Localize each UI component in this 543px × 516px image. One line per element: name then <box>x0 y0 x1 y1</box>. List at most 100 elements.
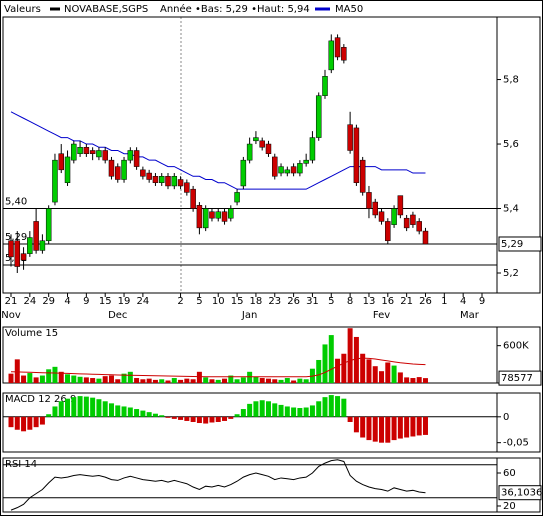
bar <box>316 359 322 383</box>
candle-body <box>8 240 14 258</box>
bar <box>83 396 89 417</box>
candle-body <box>39 240 46 251</box>
x-tick-label: 9 <box>83 296 89 307</box>
bar <box>372 366 378 383</box>
x-tick-label: 8 <box>347 296 353 307</box>
bar <box>240 409 246 417</box>
bar <box>228 416 234 419</box>
month-label: Jan <box>241 310 257 321</box>
bar <box>27 373 33 383</box>
bar <box>222 416 228 421</box>
bar <box>209 379 215 383</box>
candle-body <box>234 192 240 203</box>
bar <box>379 416 385 443</box>
candle-body <box>378 211 385 222</box>
bar <box>71 375 77 383</box>
month-label: Fev <box>373 310 390 321</box>
bar <box>52 406 58 417</box>
bar <box>184 416 190 421</box>
bar <box>328 395 334 417</box>
bar <box>360 416 366 438</box>
bar <box>404 416 410 438</box>
candle-body <box>127 150 134 161</box>
candle-body <box>366 192 372 209</box>
bar <box>108 403 114 417</box>
bar <box>341 398 347 417</box>
bar <box>115 405 121 417</box>
bar <box>52 366 58 383</box>
bar <box>253 376 259 383</box>
x-tick-label: 26 <box>287 296 300 307</box>
bar <box>8 416 14 428</box>
candle-body <box>422 230 429 245</box>
x-tick-label: 26 <box>419 296 432 307</box>
bar <box>397 372 403 383</box>
y-tick-label: 20 <box>503 501 516 512</box>
bar <box>291 380 297 383</box>
bar <box>196 371 202 383</box>
bar <box>353 336 359 383</box>
candle-body <box>158 176 165 183</box>
legend-subtitle: Année •Bas: 5,29 •Haut: 5,94 <box>160 3 310 15</box>
candle-body <box>202 208 209 229</box>
bar <box>190 416 196 422</box>
bar <box>259 378 265 383</box>
bar <box>108 375 114 383</box>
x-tick-label: 18 <box>250 296 263 307</box>
bar <box>209 416 215 423</box>
bar <box>39 416 45 425</box>
candle-body <box>209 211 215 219</box>
candle-body <box>165 176 171 187</box>
x-tick-label: 31 <box>306 296 319 307</box>
bar <box>234 379 240 383</box>
candle-body <box>115 166 121 180</box>
bar <box>121 373 127 383</box>
bar <box>366 416 372 441</box>
bar <box>397 416 403 439</box>
bar <box>90 378 96 383</box>
bar <box>234 414 240 417</box>
candle-body <box>403 217 410 229</box>
x-tick-label: 24 <box>23 296 36 307</box>
bar <box>58 401 64 417</box>
candle-body <box>334 37 341 58</box>
panel-frame <box>2 457 541 513</box>
candle-body <box>215 211 221 219</box>
bar <box>322 344 328 383</box>
bar <box>272 379 278 383</box>
candle-body <box>253 137 259 142</box>
bar <box>96 378 102 383</box>
bar <box>33 377 39 383</box>
bar <box>165 380 171 383</box>
bar <box>8 373 14 383</box>
bar <box>272 403 278 417</box>
bar <box>360 353 366 383</box>
candle-body <box>152 176 159 183</box>
x-tick-label: 23 <box>268 296 281 307</box>
reference-label: 5,40 <box>5 197 27 208</box>
bar <box>291 407 297 417</box>
bar <box>259 400 265 417</box>
bar <box>77 396 83 417</box>
y-tick-label: 5,2 <box>503 268 519 279</box>
panel-title: RSI 14 <box>5 459 37 470</box>
volume-average-line <box>10 357 426 378</box>
bar <box>171 416 177 419</box>
candle-body <box>27 237 33 254</box>
bar <box>146 378 152 383</box>
bar <box>96 399 102 417</box>
y-tick-label: 0 <box>503 412 509 423</box>
bar <box>416 416 422 436</box>
bar <box>253 401 259 417</box>
last-value-label: 36,1036 <box>501 488 542 499</box>
bar <box>247 371 253 383</box>
x-tick-label: 29 <box>42 296 55 307</box>
candle-body <box>184 182 190 193</box>
bar <box>303 379 309 383</box>
candle-body <box>278 166 284 174</box>
candle-body <box>265 143 272 154</box>
x-tick-label: 5 <box>196 296 202 307</box>
x-tick-label: 16 <box>381 296 394 307</box>
bar <box>102 401 108 417</box>
